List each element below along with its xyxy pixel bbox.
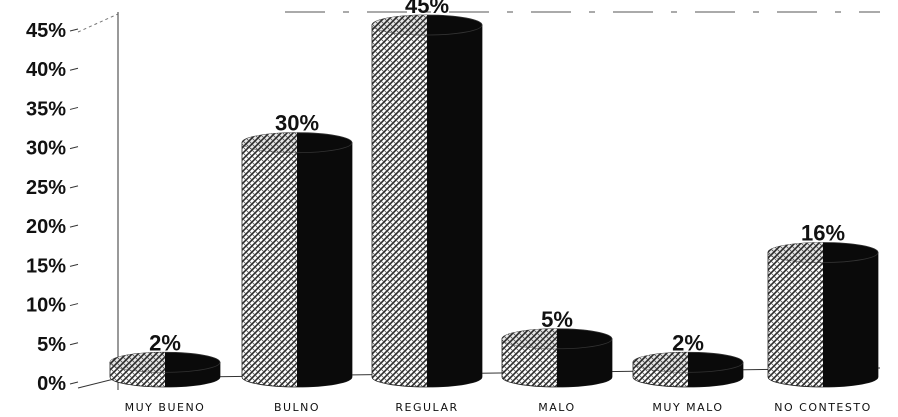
bar-top-hatch <box>502 328 557 349</box>
y-tick-mark <box>69 224 79 228</box>
y-tick-mark <box>69 381 79 385</box>
bar-top-hatch <box>110 352 165 373</box>
bar-malo <box>501 328 613 388</box>
bar-top-hatch <box>768 242 823 263</box>
data-label: 30% <box>275 111 319 136</box>
data-label: 2% <box>149 330 181 355</box>
y-tick-mark <box>69 303 79 307</box>
y-tick-label: 0% <box>37 373 66 395</box>
y-tick-mark <box>69 342 79 346</box>
bar-shade <box>823 252 878 387</box>
y-tick-label: 20% <box>26 216 66 238</box>
bar-no-contesto <box>767 242 879 388</box>
x-tick-label: BULNO <box>274 401 320 414</box>
x-tick-label: MUY BUENO <box>125 401 206 414</box>
x-tick-label: MALO <box>538 401 575 414</box>
y-tick-label: 15% <box>26 255 66 277</box>
y-tick-mark <box>69 106 79 110</box>
bar-top-hatch <box>372 15 427 35</box>
bar-top-hatch <box>242 132 297 153</box>
bar-top-hatch <box>633 352 688 373</box>
y-tick-mark <box>69 146 79 150</box>
data-label: 2% <box>672 330 704 355</box>
data-label: 5% <box>541 307 573 332</box>
bar-muy-bueno <box>109 351 221 388</box>
y-tick-mark <box>69 185 79 189</box>
data-labels: 2% 30% 45% 5% 2% 16% <box>149 0 845 355</box>
back-wall-edge <box>77 13 119 33</box>
y-tick-label: 40% <box>26 59 66 81</box>
y-tick-label: 25% <box>26 177 66 199</box>
y-tick-mark <box>69 28 79 32</box>
bar-regular <box>371 14 483 388</box>
data-label: 45% <box>405 0 449 18</box>
y-tick-label: 10% <box>26 295 66 317</box>
bar-shade <box>297 142 352 387</box>
bars <box>109 14 879 388</box>
y-tick-label: 45% <box>26 20 66 42</box>
y-tick-mark <box>69 263 79 267</box>
y-axis-ticks: 0% 5% 10% 15% 20% 25% 30% 35% 40% 45% <box>26 20 79 395</box>
data-label: 16% <box>801 220 845 245</box>
bar-bulno <box>241 132 353 388</box>
x-axis-line <box>117 367 881 379</box>
bar-shade <box>557 338 612 387</box>
category-labels: MUY BUENO BULNO REGULAR MALO MUY MALO NO CONT… <box>125 401 871 414</box>
x-tick-label: NO CONTESTO <box>774 401 871 414</box>
y-tick-label: 30% <box>26 138 66 160</box>
y-tick-label: 35% <box>26 98 66 120</box>
y-tick-mark <box>69 67 79 71</box>
x-tick-label: REGULAR <box>395 401 458 414</box>
bar-shade <box>427 25 482 387</box>
x-tick-label: MUY MALO <box>652 401 723 414</box>
y-tick-label: 5% <box>37 334 66 356</box>
bar-muy-malo <box>632 351 744 388</box>
